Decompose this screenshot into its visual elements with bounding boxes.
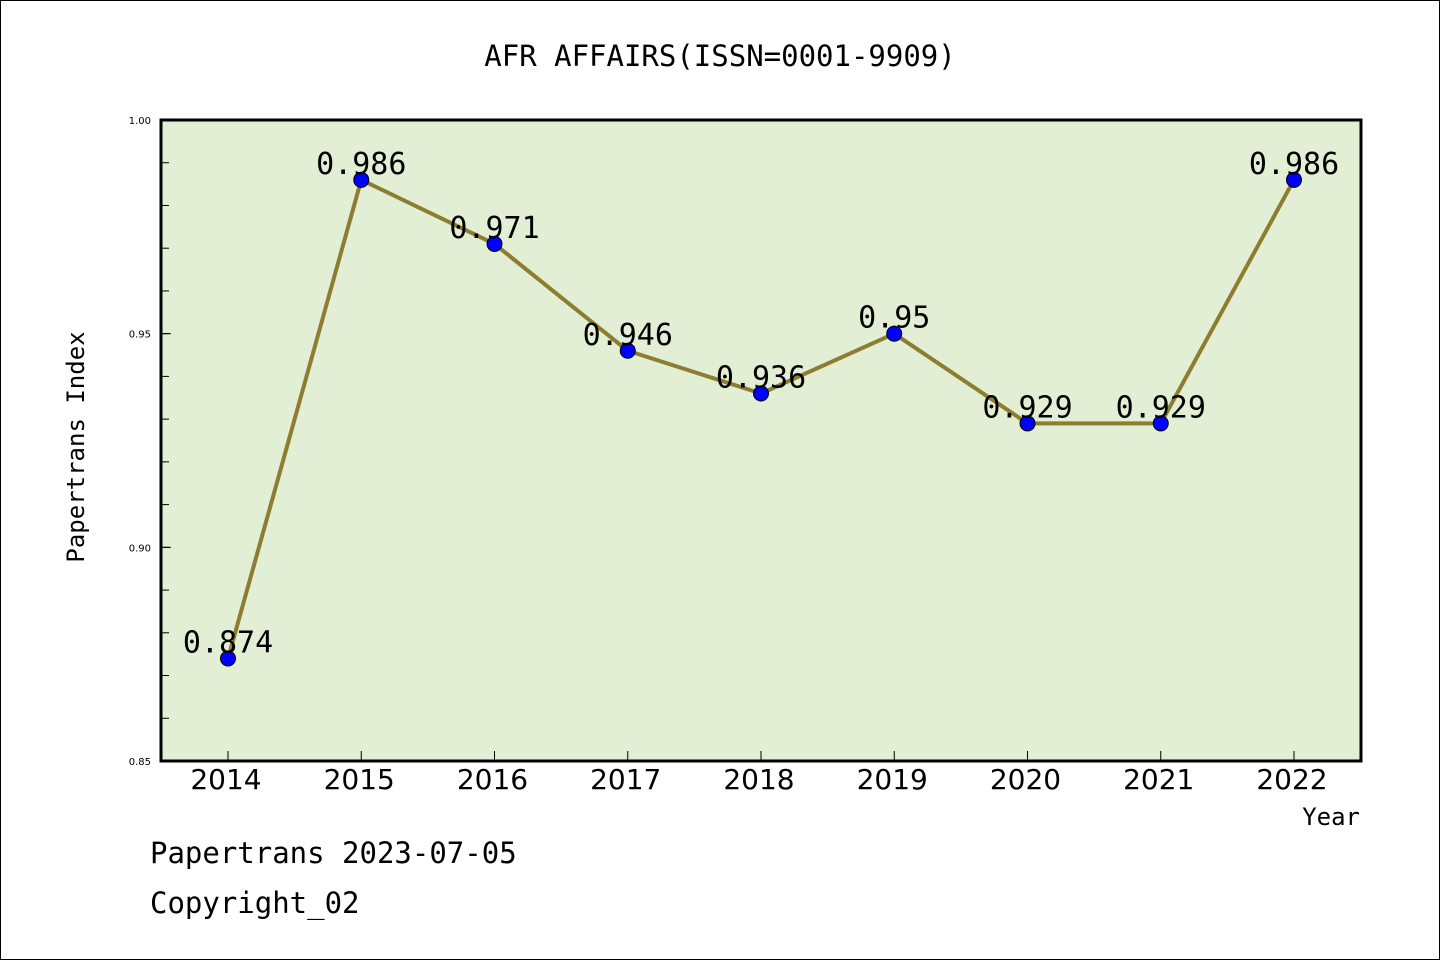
data-label: 0.986 [316,147,406,182]
data-point [1286,171,1302,188]
plot-area [159,118,1363,763]
x-tick-label: 2018 [723,763,794,796]
x-axis: 2014 2015 2016 2017 2018 2019 2020 2021 2022 [190,751,1328,796]
data-point [619,342,636,359]
data-point [1019,415,1036,432]
x-tick-label: 2021 [1123,763,1194,796]
x-tick-label: 2020 [990,763,1061,796]
data-point [353,171,370,188]
data-label: 0.946 [583,318,673,353]
y-axis-label: Papertrans Index [62,331,90,562]
x-tick-label: 2014 [190,763,261,796]
data-label: 0.874 [183,625,273,660]
x-tick-label: 2015 [324,763,395,796]
data-point [1152,415,1169,432]
x-axis-label: Year [1302,803,1360,831]
x-tick-label: 2019 [857,763,928,796]
data-label: 0.986 [1249,147,1339,182]
x-tick-label: 2016 [457,763,528,796]
data-label: 0.95 [858,301,930,336]
data-label: 0.929 [982,390,1072,425]
y-tick-label: 0.85 [129,757,151,768]
y-tick-label: 1.00 [129,116,151,127]
y-tick-label: 0.90 [129,543,151,554]
footer-date: Papertrans 2023-07-05 [150,836,517,870]
x-tick-label: 2017 [590,763,661,796]
data-label: 0.936 [716,360,806,395]
chart-title: AFR AFFAIRS(ISSN=0001-9909) [484,39,955,73]
data-point [220,650,236,667]
series [220,171,1302,667]
data-point [753,385,769,402]
y-tick-label: 0.95 [129,330,151,341]
footer-copyright: Copyright_02 [150,886,360,920]
data-labels: 0.874 0.986 0.971 0.946 0.936 0.95 0.929 0.929 0… [183,147,1339,661]
x-tick-label: 2022 [1256,763,1327,796]
y-axis: 0.85 0.90 0.95 1.00 [129,116,171,768]
data-label: 0.929 [1116,390,1206,425]
data-point [486,235,503,252]
data-label: 0.971 [449,211,539,246]
data-point [886,325,903,342]
